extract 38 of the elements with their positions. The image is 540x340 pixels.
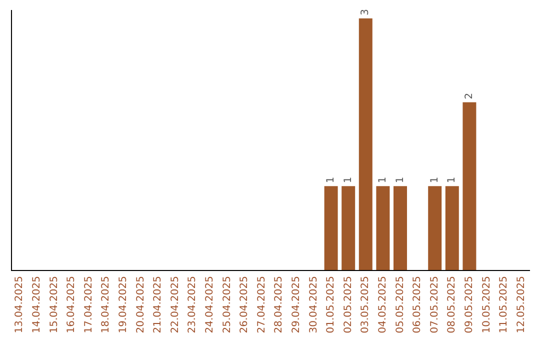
data-label: 3 — [360, 9, 372, 16]
x-tick-label: 04.05.2025 — [377, 276, 388, 334]
x-tick-label: 17.04.2025 — [83, 276, 94, 334]
x-tick-label: 29.04.2025 — [290, 276, 302, 334]
x-tick-label: 01.05.2025 — [326, 276, 337, 334]
x-tick-label: 22.04.2025 — [170, 276, 181, 334]
x-tick-label: 11.05.2025 — [498, 276, 510, 334]
x-tick-label: 15.04.2025 — [48, 276, 60, 334]
x-tick-label: 21.04.2025 — [152, 276, 164, 334]
x-tick-label: 09.05.2025 — [464, 276, 475, 334]
data-label: 1 — [394, 176, 406, 184]
x-tick-label: 10.05.2025 — [481, 276, 492, 334]
x-tick-label: 25.04.2025 — [222, 276, 233, 334]
x-tick-label: 08.05.2025 — [446, 276, 458, 334]
x-tick-label: 14.04.2025 — [31, 276, 42, 334]
data-label: 1 — [429, 176, 440, 184]
x-tick-label: 12.05.2025 — [516, 276, 527, 334]
x-tick-label: 23.04.2025 — [187, 276, 198, 334]
x-tick-label: 27.04.2025 — [256, 276, 268, 334]
x-tick-label: 20.04.2025 — [135, 276, 146, 334]
x-tick-label: 26.04.2025 — [239, 276, 250, 334]
x-tick-label: 03.05.2025 — [360, 276, 372, 334]
x-tick-label: 19.04.2025 — [118, 276, 129, 334]
x-tick-label: 06.05.2025 — [412, 276, 424, 334]
x-tick-label: 05.05.2025 — [394, 276, 406, 334]
x-tick-label: 30.04.2025 — [308, 276, 320, 334]
data-label: 1 — [326, 176, 337, 184]
data-label: 2 — [464, 92, 475, 100]
x-tick-label: 18.04.2025 — [100, 276, 112, 334]
data-label: 1 — [446, 176, 458, 184]
x-tick-label: 24.04.2025 — [204, 276, 216, 334]
x-tick-label: 13.04.2025 — [14, 276, 26, 334]
data-label: 1 — [342, 176, 354, 184]
data-label: 1 — [377, 176, 388, 184]
x-tick-label: 02.05.2025 — [342, 276, 354, 334]
x-tick-label: 16.04.2025 — [66, 276, 78, 334]
x-tick-label: 28.04.2025 — [274, 276, 285, 334]
x-tick-label: 07.05.2025 — [429, 276, 440, 334]
